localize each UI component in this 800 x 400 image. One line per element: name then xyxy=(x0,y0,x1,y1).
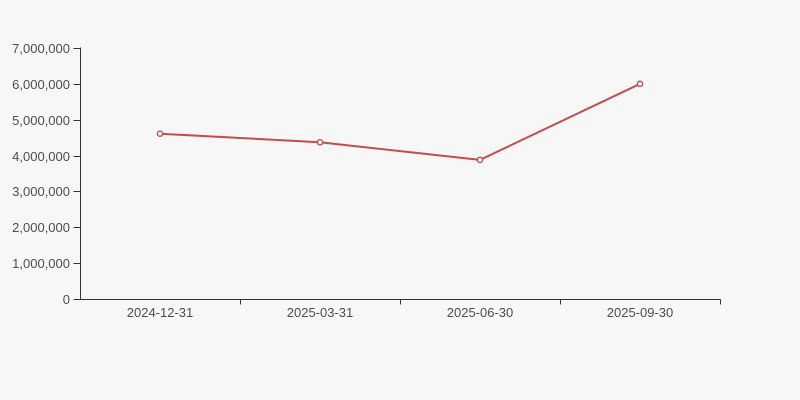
x-axis-tick-label: 2024-12-31 xyxy=(127,305,194,320)
data-point-marker xyxy=(636,80,644,88)
y-axis-tick-label: 6,000,000 xyxy=(12,77,70,92)
data-point-marker xyxy=(476,156,484,164)
y-axis-tick-label: 5,000,000 xyxy=(12,113,70,128)
y-axis-tick-label: 1,000,000 xyxy=(12,256,70,271)
y-axis-tick-label: 3,000,000 xyxy=(12,184,70,199)
x-axis-tick-label: 2025-03-31 xyxy=(287,305,354,320)
y-axis-tick-label: 4,000,000 xyxy=(12,149,70,164)
y-axis-tick-label: 0 xyxy=(63,292,70,307)
series-line xyxy=(159,82,641,161)
data-point-marker xyxy=(156,130,164,137)
y-axis-tick-label: 7,000,000 xyxy=(12,41,70,56)
y-axis-tick-label: 2,000,000 xyxy=(12,220,70,235)
x-axis-tick-label: 2025-09-30 xyxy=(607,305,674,320)
data-point-marker xyxy=(316,139,324,146)
x-axis-tick-label: 2025-06-30 xyxy=(447,305,514,320)
